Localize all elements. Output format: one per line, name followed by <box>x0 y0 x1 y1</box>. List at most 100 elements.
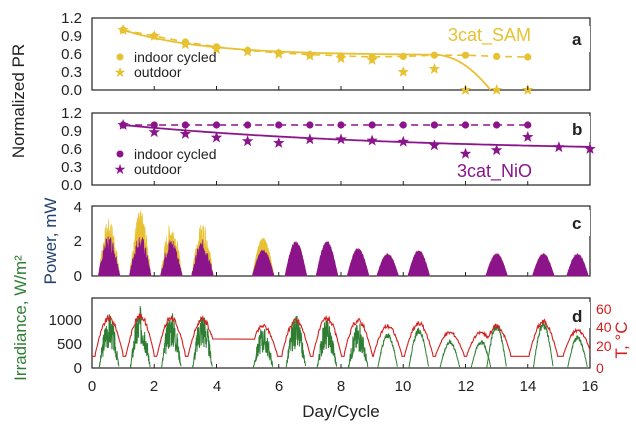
point-b-indoor-8 <box>368 121 376 129</box>
legend-b-outdoor-label: outdoor <box>134 161 182 177</box>
x-tick-6: 12 <box>458 378 475 395</box>
power-day-8-nio <box>376 253 400 277</box>
panel-b-marks <box>117 119 596 159</box>
b-ytick-2: 0.6 <box>61 141 82 158</box>
point-b-indoor-11 <box>461 121 470 129</box>
point-b-outdoor-2 <box>179 128 192 139</box>
point-b-indoor-13 <box>524 121 532 129</box>
normalized-pr-label: Normalized PR <box>9 44 28 158</box>
irradiance-day-4 <box>252 328 274 369</box>
d-y2tick-0: 0 <box>596 360 604 376</box>
point-a-outdoor-6 <box>304 49 316 61</box>
legend-a-outdoor-marker: ★ <box>114 64 127 80</box>
power-axis-label: Power, mW <box>41 198 60 285</box>
x-axis-label: Day/Cycle <box>302 402 379 421</box>
temperature-trace <box>92 313 591 357</box>
legend-b-outdoor-marker: ★ <box>114 161 127 177</box>
b-ytick-0: 0.0 <box>61 177 82 194</box>
d-ytick-2: 1000 <box>49 312 82 329</box>
tick-marks <box>91 86 591 368</box>
irradiance-day-9 <box>408 326 429 369</box>
point-b-indoor-2 <box>181 121 189 129</box>
irradiance-day-5 <box>285 315 307 369</box>
x-tick-2: 4 <box>213 378 221 395</box>
point-b-outdoor-13 <box>522 131 534 142</box>
panel-d-letter-bg <box>566 302 590 328</box>
irradiance-day-2 <box>160 313 182 369</box>
panel-c-marks <box>97 210 589 277</box>
point-b-indoor-6 <box>306 121 314 129</box>
a-ytick-3: 0.9 <box>61 28 82 45</box>
point-b-outdoor-4 <box>241 135 254 147</box>
point-b-indoor-10 <box>430 121 438 129</box>
power-day-10-nio <box>485 252 508 277</box>
series-a-0-line <box>122 29 528 58</box>
panel-b-letter-bg <box>566 116 590 142</box>
fit-a-outdoor <box>122 29 492 91</box>
d-ytick-1: 500 <box>57 336 82 353</box>
point-a-indoor-12 <box>493 52 501 61</box>
point-b-indoor-4 <box>244 121 252 129</box>
point-b-indoor-12 <box>493 121 501 129</box>
point-b-outdoor-12 <box>490 144 503 156</box>
temperature-axis-label: T, °C <box>612 321 631 358</box>
a-ytick-4: 1.2 <box>61 10 82 27</box>
panel-d-marks <box>92 305 591 369</box>
d-y2tick-3: 60 <box>596 301 612 317</box>
point-a-outdoor-4 <box>241 45 254 57</box>
d-ytick-0: 0 <box>74 360 82 377</box>
power-day-4-nio <box>251 249 275 277</box>
legend-a-indoor-marker <box>116 53 124 61</box>
irradiance-day-0 <box>98 314 120 369</box>
a-ytick-0: 0.0 <box>61 82 82 99</box>
point-b-outdoor-10 <box>428 139 441 151</box>
x-tick-8: 16 <box>582 378 599 395</box>
point-b-outdoor-11 <box>459 147 472 159</box>
power-day-1-nio <box>129 236 152 277</box>
b-ytick-1: 0.3 <box>61 159 82 176</box>
panel-a-letter: a <box>572 30 582 49</box>
panel-c-letter: c <box>572 214 581 233</box>
power-day-3-nio <box>191 239 214 277</box>
irradiance-day-10 <box>439 338 461 369</box>
power-day-11-nio <box>531 252 555 277</box>
power-day-9-nio <box>407 250 431 277</box>
device-label-sam: 3cat_SAM <box>448 25 531 46</box>
point-b-indoor-5 <box>275 121 283 129</box>
legend-b-indoor-label: indoor cycled <box>134 146 217 162</box>
irradiance-day-11 <box>470 340 492 369</box>
point-a-outdoor-10 <box>428 63 441 74</box>
panel-c-letter-bg <box>566 210 590 236</box>
c-ytick-1: 2 <box>74 233 82 250</box>
b-ytick-4: 1.2 <box>61 105 82 122</box>
x-tick-7: 14 <box>520 378 537 395</box>
point-a-outdoor-0 <box>117 24 129 35</box>
legend-a-indoor-label: indoor cycled <box>134 49 217 65</box>
point-b-outdoor-5 <box>273 137 285 148</box>
b-ytick-3: 0.9 <box>61 123 82 140</box>
point-b-outdoor-15 <box>584 143 596 154</box>
point-a-indoor-11 <box>461 51 470 59</box>
point-b-indoor-3 <box>212 121 221 129</box>
power-day-2-nio <box>160 240 183 277</box>
point-a-outdoor-3 <box>210 43 223 55</box>
d-y2tick-1: 20 <box>596 338 612 354</box>
c-ytick-0: 0 <box>74 268 82 285</box>
c-ytick-2: 4 <box>74 199 82 216</box>
point-a-outdoor-1 <box>148 30 160 41</box>
legend-b-indoor-marker <box>116 150 124 158</box>
point-b-outdoor-1 <box>148 126 160 138</box>
point-a-indoor-13 <box>524 53 532 61</box>
irradiance-day-8 <box>377 333 398 369</box>
panel-b-letter: b <box>572 120 582 139</box>
panel-a-marks <box>117 24 534 95</box>
point-a-outdoor-12 <box>490 84 503 95</box>
panel-a-letter-bg <box>566 26 590 52</box>
panel-d-letter: d <box>572 307 582 326</box>
a-ytick-2: 0.6 <box>61 46 82 63</box>
x-tick-4: 8 <box>337 378 345 395</box>
irradiance-day-3 <box>192 317 213 369</box>
a-ytick-1: 0.3 <box>61 64 82 81</box>
